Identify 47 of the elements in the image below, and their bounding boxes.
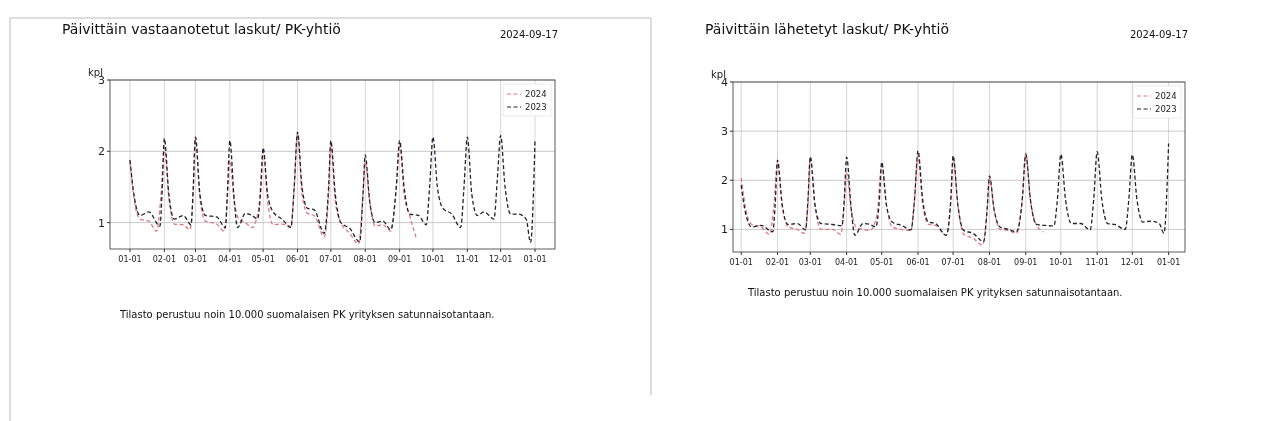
text: Tilasto perustuu noin 10.000 suomalaisen PK yrityksen satunnaisotantaan.	[119, 309, 495, 320]
x-tick-label: 01-01	[118, 255, 142, 264]
y-tick-label: 1	[721, 223, 728, 237]
y-axis-title: kpl	[88, 67, 103, 78]
text: 2024-09-17	[1129, 29, 1188, 40]
x-tick-label: 05-01	[251, 255, 275, 264]
x-tick-label: 06-01	[906, 258, 930, 267]
x-tick-label: 02-01	[152, 255, 176, 264]
x-tick-label: 11-01	[455, 255, 479, 264]
legend-label: 2024	[525, 89, 547, 99]
x-tick-label: 10-01	[421, 255, 445, 264]
y-tick-label: 3	[721, 125, 728, 139]
x-tick-label: 01-01	[523, 255, 547, 264]
x-tick-label: 07-01	[319, 255, 343, 264]
line-series	[740, 152, 1044, 246]
x-tick-label: 12-01	[1120, 258, 1144, 267]
x-tick-label: 07-01	[941, 258, 965, 267]
y-tick-label: 2	[721, 174, 728, 188]
x-tick-label: 08-01	[977, 258, 1002, 267]
legend-label: 2024	[1155, 91, 1177, 101]
x-tick-label: 04-01	[218, 255, 242, 264]
x-tick-label: 06-01	[285, 255, 310, 264]
y-axis-title: kpl	[711, 69, 726, 80]
chart-title: Päivittäin vastaanotetut laskut/ PK-yhtiö	[62, 21, 341, 37]
x-tick-label: 01-01	[729, 258, 753, 267]
x-tick-label: 12-01	[489, 255, 513, 264]
text: 2024-09-17	[499, 29, 558, 40]
x-tick-label: 08-01	[353, 255, 377, 264]
chart-title: Päivittäin lähetetyt laskut/ PK-yhtiö	[705, 21, 950, 37]
x-tick-label: 10-01	[1049, 258, 1073, 267]
x-tick-label: 04-01	[834, 258, 859, 267]
legend-label: 2023	[1155, 104, 1177, 114]
x-tick-label: 02-01	[765, 258, 790, 267]
text: Tilasto perustuu noin 10.000 suomalaisen PK yrityksen satunnaisotantaan.	[747, 287, 1123, 298]
y-tick-label: 2	[98, 145, 105, 159]
x-tick-label: 01-01	[1156, 258, 1181, 267]
line-series	[129, 132, 417, 245]
x-tick-label: 03-01	[798, 258, 822, 267]
y-tick-label: 1	[98, 216, 105, 230]
line-series	[129, 131, 536, 244]
line-series	[740, 142, 1170, 243]
x-tick-label: 05-01	[870, 258, 894, 267]
x-tick-label: 11-01	[1085, 258, 1109, 267]
x-tick-label: 09-01	[1014, 258, 1038, 267]
x-tick-label: 09-01	[388, 255, 412, 264]
legend-label: 2023	[525, 102, 547, 112]
x-tick-label: 03-01	[183, 255, 208, 264]
